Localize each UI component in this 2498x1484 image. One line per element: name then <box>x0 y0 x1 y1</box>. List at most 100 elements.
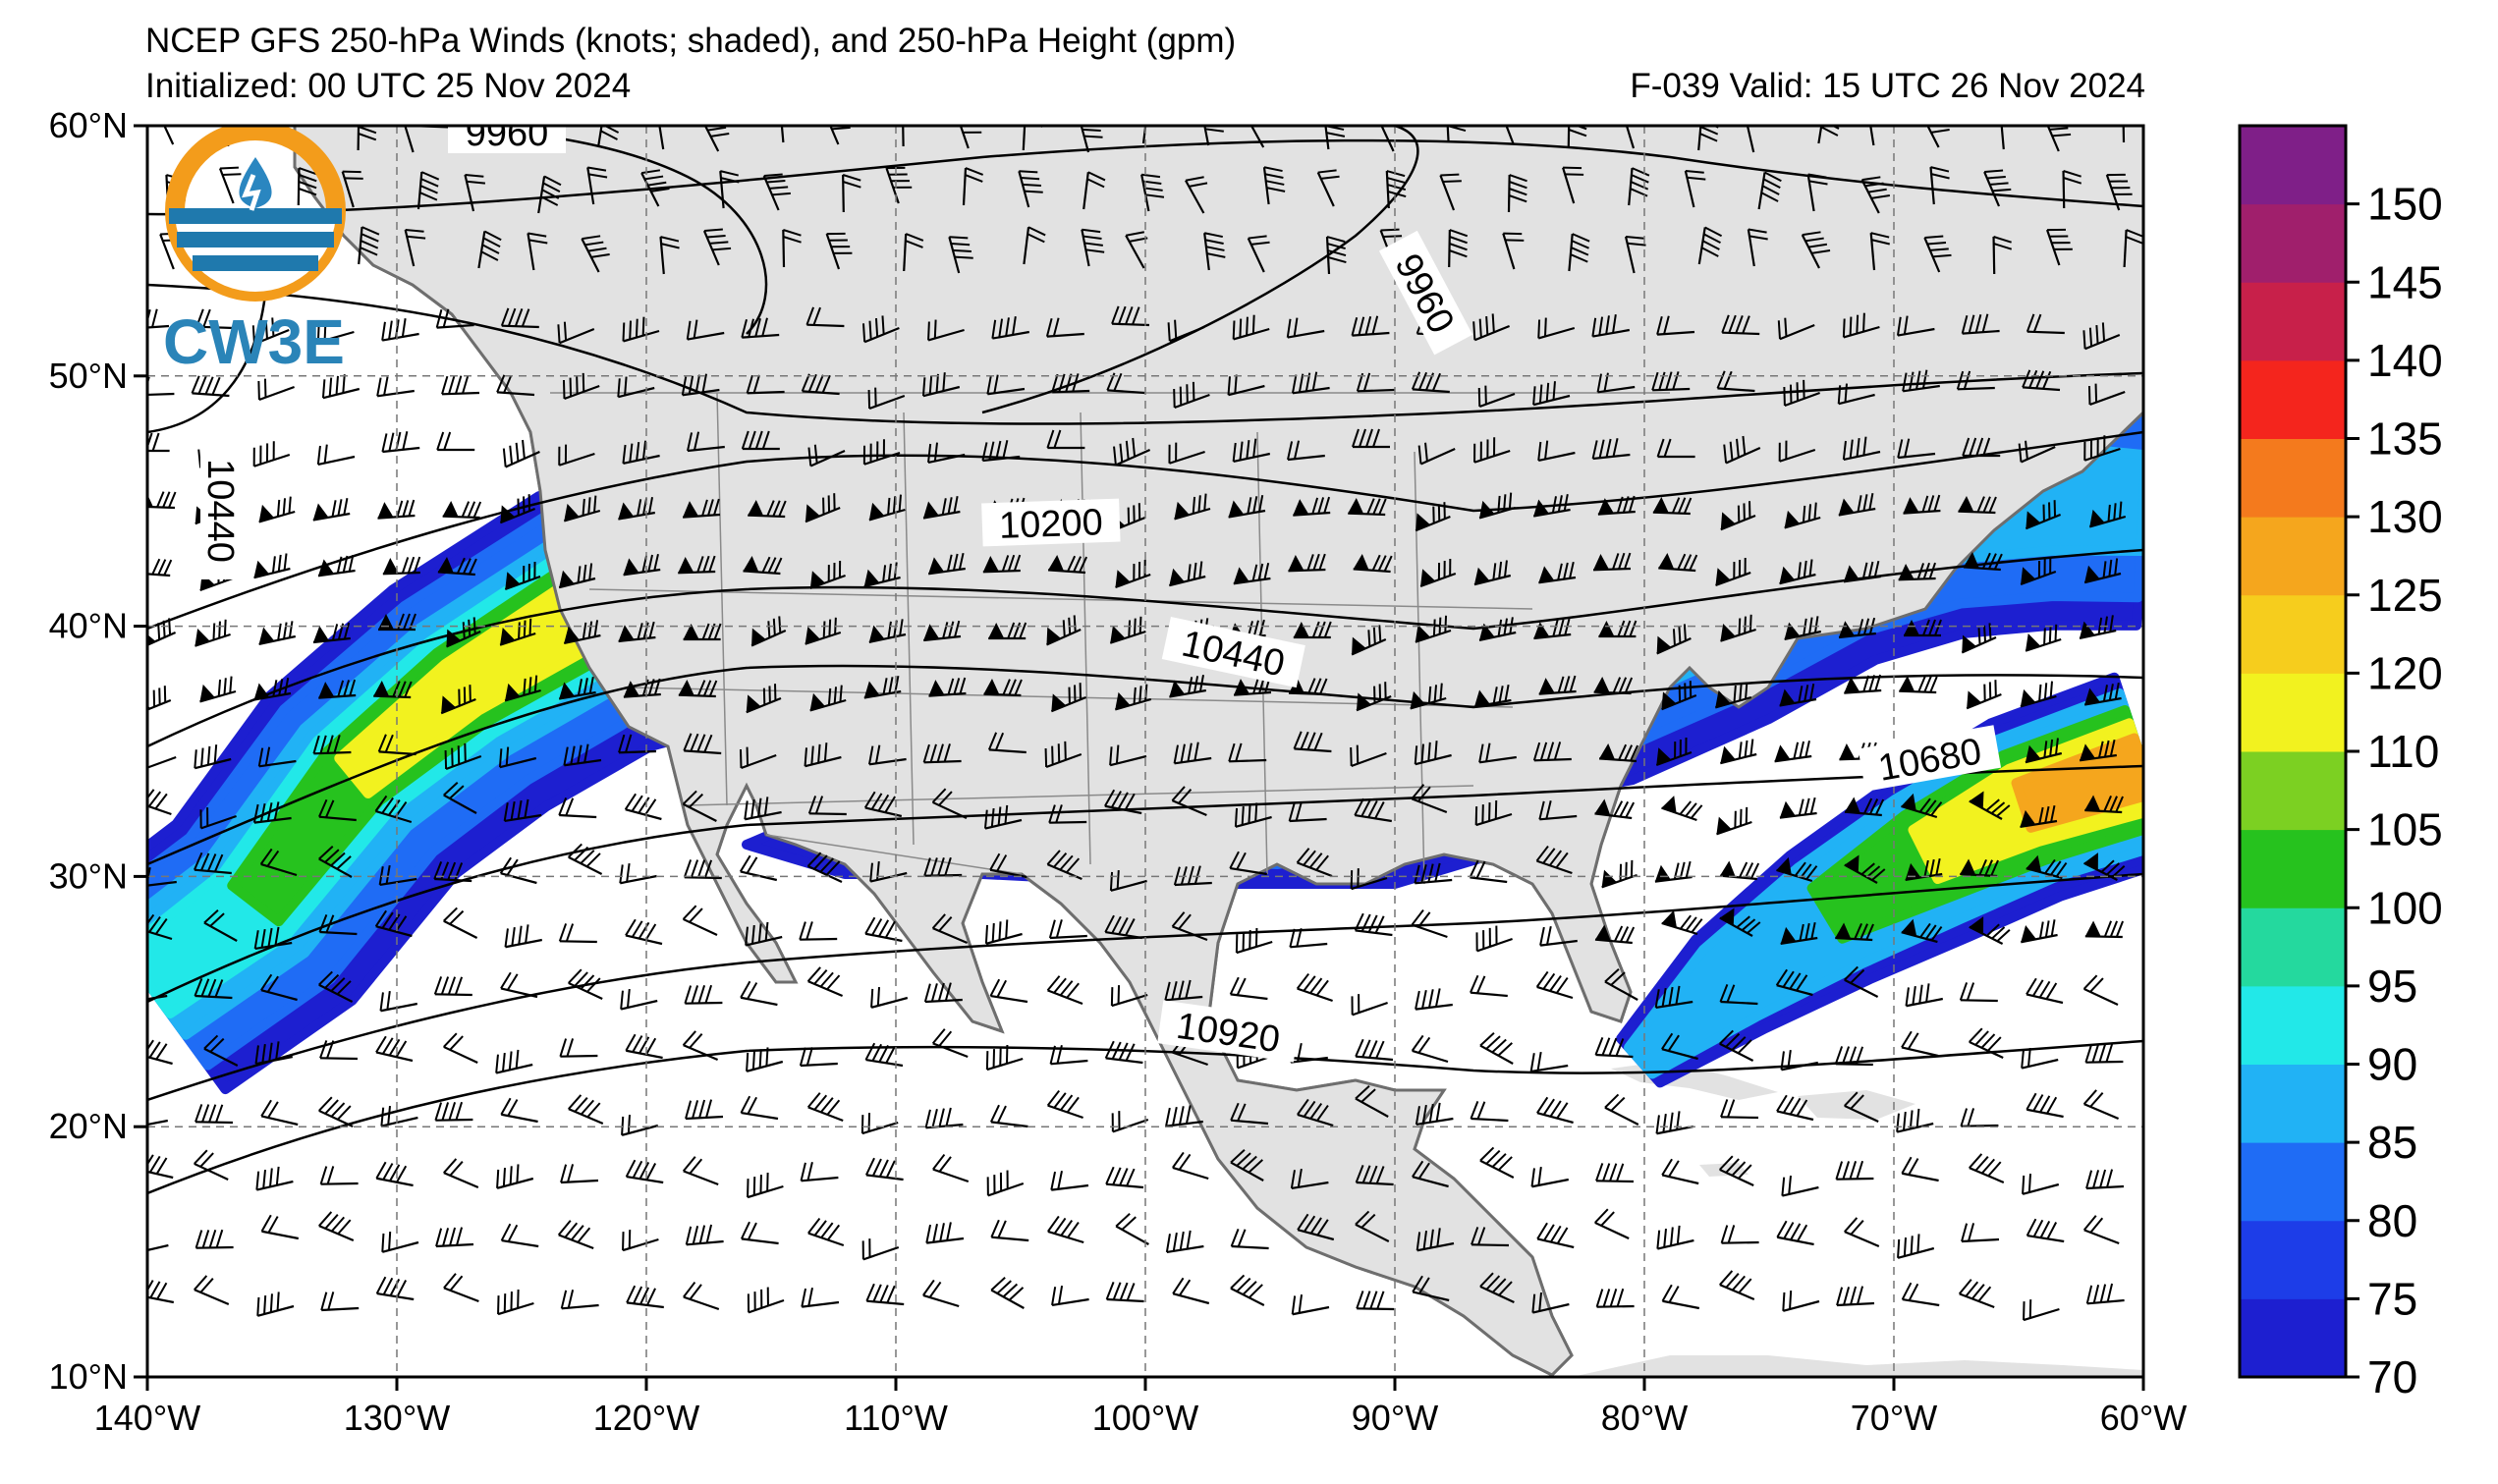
wind-barb <box>495 1049 533 1074</box>
wind-barb <box>744 797 782 821</box>
wind-barb <box>923 982 963 1004</box>
wind-barb <box>1844 1091 1879 1123</box>
height-contour <box>147 430 2143 631</box>
wind-barb <box>2021 1047 2059 1070</box>
height-contour <box>981 126 1419 414</box>
wind-barb <box>807 444 846 467</box>
wind-barb <box>1109 744 1147 767</box>
wind-barb <box>1448 229 1469 268</box>
height-contour <box>147 664 2143 866</box>
wind-barb <box>194 1275 230 1306</box>
colorbar-swatch <box>2240 282 2346 361</box>
wind-barb <box>1229 851 1267 876</box>
wind-barb <box>624 793 662 821</box>
wind-barb <box>1594 924 1636 945</box>
wind-barb <box>1416 1228 1455 1252</box>
map-plot-area: 9960 9960 10440 10200 10440 10680 <box>147 126 2143 1377</box>
wind-barb <box>2084 795 2124 814</box>
wind-barb <box>1110 985 1148 1008</box>
wind-barb <box>568 843 603 875</box>
wind-barb <box>626 1285 664 1309</box>
wind-barb <box>1109 870 1147 892</box>
wind-barb <box>1203 232 1226 271</box>
lon-tick-label: 110°W <box>844 1398 948 1438</box>
wind-barb <box>618 621 656 643</box>
wind-barb <box>987 732 1027 754</box>
wind-barb <box>260 973 298 1002</box>
wind-barb <box>1720 1225 1759 1244</box>
wind-barb <box>719 170 740 209</box>
wind-barb <box>1289 928 1328 949</box>
wind-barb <box>203 1034 239 1067</box>
wind-barb <box>1172 1277 1210 1305</box>
wind-barb <box>1961 1223 2000 1243</box>
wind-barb <box>2088 501 2127 528</box>
wind-barb <box>656 126 665 150</box>
wind-barb <box>1115 1213 1149 1245</box>
wind-barb <box>1412 1160 1449 1188</box>
wind-barb <box>1592 552 1632 572</box>
wind-barb <box>1923 235 1952 273</box>
wind-barb <box>1594 798 1636 820</box>
wind-barb <box>1777 317 1815 341</box>
wind-barb <box>931 1028 969 1059</box>
wind-barb <box>1046 429 1085 450</box>
wind-barb <box>948 236 973 274</box>
lon-tick-label: 90°W <box>1352 1398 1438 1438</box>
wind-barb <box>558 563 596 589</box>
wind-barb <box>2021 919 2058 944</box>
wind-barb <box>194 1104 234 1125</box>
wind-barb <box>2082 322 2121 351</box>
wind-barb <box>1652 496 1693 516</box>
wind-barb <box>991 316 1029 340</box>
wind-barb <box>1844 797 1885 817</box>
lat-tick-label: 40°N <box>49 606 128 646</box>
wind-barb <box>659 236 680 275</box>
wind-barb <box>1297 1213 1335 1241</box>
logo-text: CW3E <box>163 306 345 377</box>
wind-barb <box>1111 305 1150 327</box>
wind-barb <box>867 387 906 411</box>
wind-barb <box>1595 1163 1635 1183</box>
wind-barb <box>477 230 502 269</box>
wind-barb <box>805 493 841 523</box>
wind-barb <box>1297 1098 1334 1127</box>
wind-barb <box>442 500 482 520</box>
wind-barb <box>1721 314 1760 336</box>
colorbar-swatch <box>2240 751 2346 831</box>
wind-barb <box>1969 791 2011 820</box>
wind-barb <box>678 555 716 575</box>
wind-barb <box>1350 744 1387 768</box>
wind-barb <box>1992 236 2013 275</box>
wind-barb <box>259 848 298 877</box>
wind-barb <box>2080 739 2117 762</box>
colorbar-tick-label: 125 <box>2367 570 2443 621</box>
wind-barb <box>1478 742 1517 764</box>
wind-barb <box>147 1243 169 1255</box>
wind-barb <box>1903 494 1941 515</box>
wind-barb <box>1774 740 1812 763</box>
colorbar-tick-label: 75 <box>2367 1273 2417 1324</box>
wind-barb <box>1414 741 1452 766</box>
wind-barb <box>1597 495 1636 516</box>
wind-barb <box>1411 1034 1449 1064</box>
wind-barb <box>497 1289 534 1316</box>
wind-barb <box>1419 558 1457 588</box>
wind-barb <box>319 1166 359 1185</box>
wind-barb <box>1078 126 1103 153</box>
wind-barb <box>1502 232 1525 270</box>
wind-barb <box>2020 556 2057 586</box>
wind-barb <box>1896 315 1935 337</box>
lon-tick-label: 60°W <box>2100 1398 2187 1438</box>
wind-barb <box>861 1238 900 1261</box>
wind-barb <box>537 175 562 214</box>
wind-barb <box>1048 919 1087 940</box>
wind-barb <box>1782 1291 1820 1312</box>
wind-barb <box>251 317 290 346</box>
wind-barb <box>1806 173 1828 212</box>
wind-barb <box>147 490 177 510</box>
wind-barb <box>379 990 418 1013</box>
colorbar-swatch <box>2240 359 2346 439</box>
wind-barb <box>1901 1282 1940 1307</box>
wind-barb <box>1537 440 1576 462</box>
